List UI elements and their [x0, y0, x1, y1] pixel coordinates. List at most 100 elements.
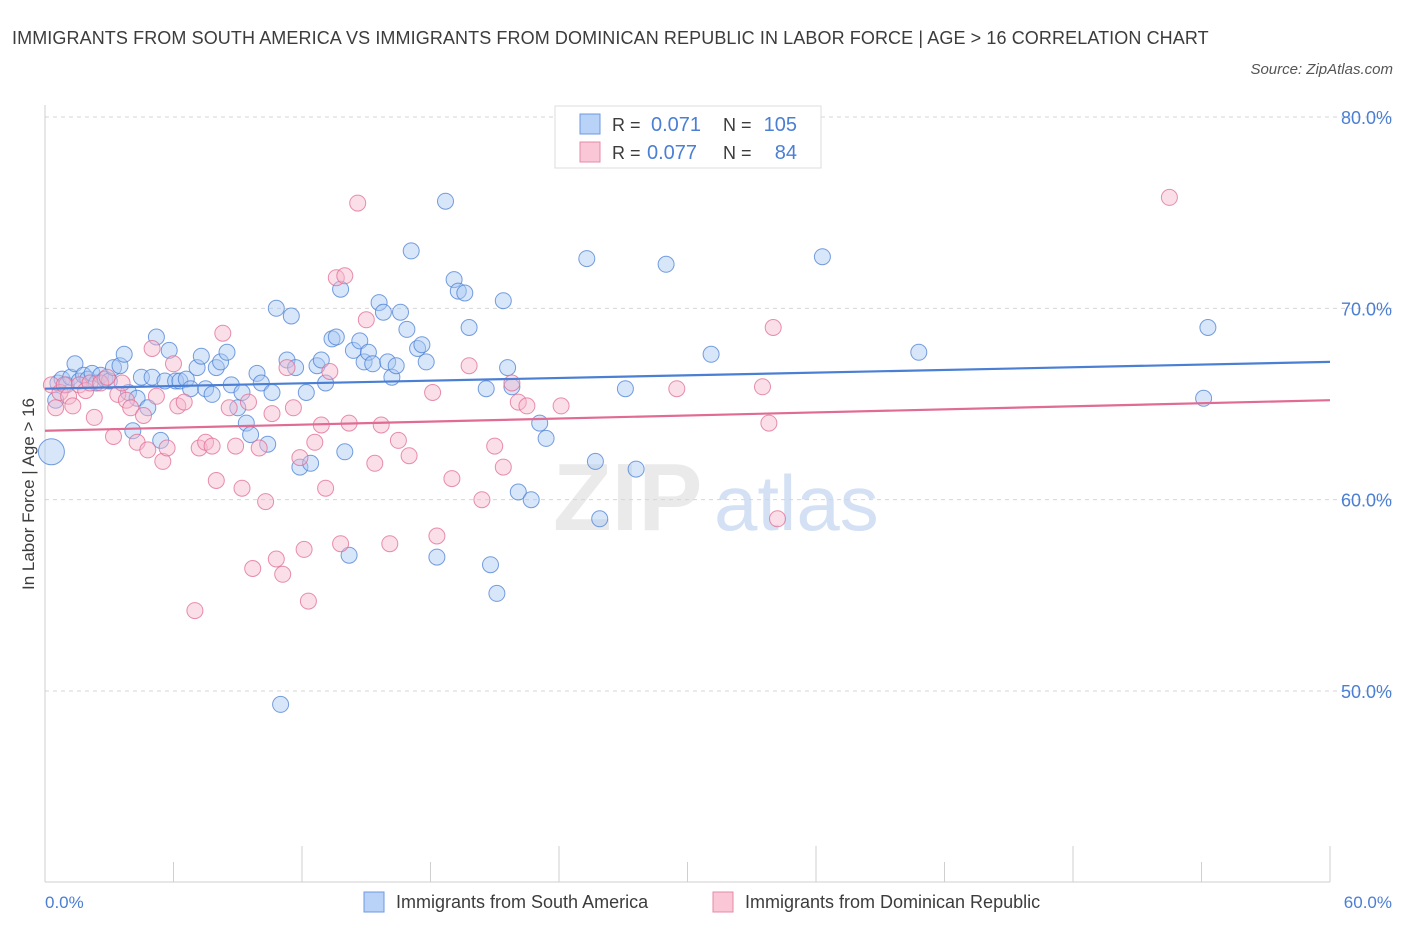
- point-dominican-republic: [113, 374, 131, 392]
- point-dominican-republic: [460, 357, 478, 375]
- point-south-america: [537, 429, 555, 447]
- point-south-america: [37, 438, 65, 466]
- point-south-america: [351, 332, 369, 350]
- point-south-america: [188, 359, 206, 377]
- point-dominican-republic: [203, 437, 221, 455]
- point-south-america: [115, 345, 133, 363]
- point-dominican-republic: [317, 479, 335, 497]
- point-dominican-republic: [486, 437, 504, 455]
- point-dominican-republic: [267, 550, 285, 568]
- point-south-america: [531, 414, 549, 432]
- point-dominican-republic: [190, 439, 208, 457]
- watermark-atlas: atlas: [714, 459, 879, 547]
- point-south-america: [387, 357, 405, 375]
- point-south-america: [302, 454, 320, 472]
- point-dominican-republic: [306, 433, 324, 451]
- point-dominican-republic: [336, 267, 354, 285]
- point-south-america: [105, 359, 122, 377]
- legend-swatch-blue: [579, 113, 601, 135]
- point-dominican-republic: [143, 340, 161, 357]
- y-tick-label: 60.0%: [1341, 491, 1392, 511]
- point-dominican-republic: [754, 378, 771, 396]
- point-south-america: [212, 353, 230, 371]
- point-dominican-republic: [240, 393, 257, 411]
- point-dominican-republic: [263, 405, 281, 423]
- point-dominican-republic: [389, 431, 407, 449]
- point-south-america: [702, 345, 720, 363]
- point-dominican-republic: [349, 194, 367, 212]
- trend-line-south-america: [44, 360, 1331, 390]
- point-dominican-republic: [85, 408, 103, 426]
- point-south-america: [402, 242, 420, 260]
- point-dominican-republic: [764, 319, 782, 336]
- point-south-america: [449, 282, 467, 300]
- legend-r-label-2: R =: [612, 143, 641, 163]
- legend-bottom-swatch-blue: [363, 891, 385, 913]
- point-south-america: [66, 355, 84, 373]
- point-south-america: [291, 458, 309, 476]
- point-dominican-republic: [233, 479, 251, 497]
- y-tick-label: 50.0%: [1341, 682, 1392, 702]
- point-south-america: [355, 353, 373, 371]
- point-dominican-republic: [473, 491, 491, 509]
- point-south-america: [344, 341, 362, 359]
- point-south-america: [910, 343, 928, 361]
- point-dominican-republic: [291, 449, 309, 467]
- legend-n-label-1: N =: [723, 115, 752, 135]
- point-dominican-republic: [332, 535, 350, 553]
- point-dominican-republic: [154, 452, 172, 470]
- point-south-america: [392, 303, 409, 321]
- legend-bottom-swatch-pink: [712, 891, 734, 913]
- point-dominican-republic: [227, 437, 245, 455]
- point-dominican-republic: [165, 355, 182, 373]
- point-south-america: [398, 320, 416, 338]
- point-dominican-republic: [139, 441, 157, 459]
- point-south-america: [267, 299, 285, 317]
- point-south-america: [522, 491, 540, 509]
- legend-r-value-2: 0.077: [647, 142, 697, 164]
- legend-n-value-2: 84: [775, 142, 797, 164]
- point-south-america: [437, 192, 454, 210]
- point-dominican-republic: [381, 535, 399, 553]
- point-dominican-republic: [327, 269, 345, 287]
- point-south-america: [160, 341, 178, 359]
- point-dominican-republic: [274, 565, 292, 583]
- point-south-america: [494, 292, 512, 310]
- point-dominican-republic: [299, 592, 317, 610]
- point-dominican-republic: [518, 397, 536, 415]
- point-dominican-republic: [769, 510, 786, 528]
- source-credit: Source: ZipAtlas.com: [1250, 61, 1393, 78]
- watermark-zip: ZIP: [553, 444, 702, 551]
- axis-layer: 50.0% 60.0% 70.0% 80.0%: [44, 105, 1392, 883]
- point-dominican-republic: [509, 393, 527, 411]
- x-tick-label-max: 60.0%: [1344, 893, 1392, 912]
- point-dominican-republic: [552, 397, 570, 415]
- point-south-america: [428, 548, 446, 566]
- point-south-america: [297, 384, 315, 401]
- legend-swatch-pink: [579, 141, 601, 163]
- point-dominican-republic: [207, 472, 225, 489]
- point-dominican-republic: [214, 324, 232, 342]
- point-south-america: [477, 380, 495, 398]
- legend-n-value-1: 105: [764, 114, 797, 136]
- point-south-america: [657, 255, 675, 273]
- point-dominican-republic: [135, 407, 152, 424]
- point-layer: [37, 188, 1217, 713]
- point-south-america: [143, 368, 161, 386]
- trend-line-dominican-republic: [44, 399, 1331, 432]
- point-dominican-republic: [98, 368, 116, 386]
- point-south-america: [323, 330, 341, 348]
- point-dominican-republic: [278, 359, 296, 377]
- trend-layer: [44, 360, 1331, 432]
- point-dominican-republic: [428, 527, 446, 545]
- point-south-america: [417, 353, 435, 371]
- point-dominican-republic: [357, 311, 375, 329]
- chart-title: IMMIGRANTS FROM SOUTH AMERICA VS IMMIGRA…: [12, 28, 1209, 48]
- legend-series: Immigrants from South America Immigrants…: [363, 891, 1040, 913]
- point-dominican-republic: [220, 399, 238, 417]
- point-dominican-republic: [760, 414, 778, 432]
- point-south-america: [327, 328, 345, 346]
- point-south-america: [591, 510, 609, 528]
- point-dominican-republic: [175, 393, 193, 411]
